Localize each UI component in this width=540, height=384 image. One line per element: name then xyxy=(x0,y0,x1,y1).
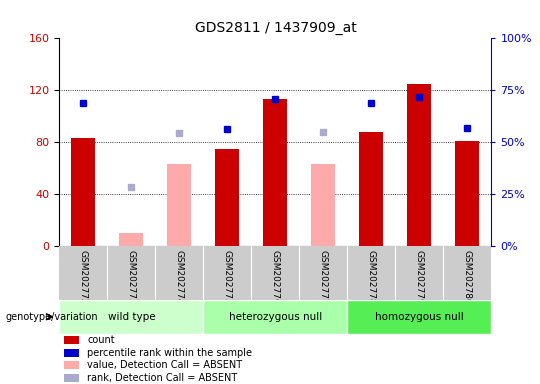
Text: GSM202773: GSM202773 xyxy=(127,250,136,305)
Bar xyxy=(360,132,383,246)
Bar xyxy=(312,164,335,246)
Bar xyxy=(59,300,204,334)
Text: GSM202776: GSM202776 xyxy=(271,250,280,305)
Bar xyxy=(215,149,239,246)
Text: genotype/variation: genotype/variation xyxy=(5,312,98,322)
Title: GDS2811 / 1437909_at: GDS2811 / 1437909_at xyxy=(194,21,356,35)
Text: rank, Detection Call = ABSENT: rank, Detection Call = ABSENT xyxy=(87,373,238,383)
Text: percentile rank within the sample: percentile rank within the sample xyxy=(87,348,253,358)
Text: GSM202780: GSM202780 xyxy=(463,250,472,305)
Bar xyxy=(347,300,491,334)
Bar xyxy=(167,164,191,246)
Bar xyxy=(455,141,480,246)
Text: GSM202779: GSM202779 xyxy=(415,250,424,305)
Text: homozygous null: homozygous null xyxy=(375,312,464,322)
Bar xyxy=(64,374,79,382)
Text: GSM202772: GSM202772 xyxy=(79,250,88,305)
Bar xyxy=(204,300,347,334)
Bar xyxy=(119,233,144,246)
Text: count: count xyxy=(87,335,115,345)
Bar xyxy=(64,361,79,369)
Bar xyxy=(64,336,79,344)
Text: heterozygous null: heterozygous null xyxy=(229,312,322,322)
Text: wild type: wild type xyxy=(107,312,155,322)
Bar xyxy=(64,349,79,357)
Text: GSM202778: GSM202778 xyxy=(367,250,376,305)
Bar xyxy=(407,84,431,246)
Text: GSM202777: GSM202777 xyxy=(319,250,328,305)
Bar xyxy=(71,138,96,246)
Text: value, Detection Call = ABSENT: value, Detection Call = ABSENT xyxy=(87,360,242,370)
Text: GSM202775: GSM202775 xyxy=(223,250,232,305)
Text: GSM202774: GSM202774 xyxy=(175,250,184,305)
Bar xyxy=(264,99,287,246)
